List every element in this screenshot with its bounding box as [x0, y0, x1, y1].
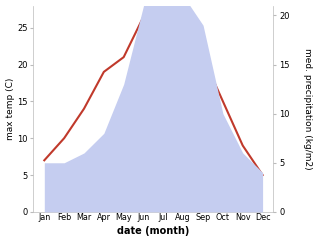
- X-axis label: date (month): date (month): [117, 227, 190, 236]
- Y-axis label: max temp (C): max temp (C): [5, 77, 15, 140]
- Y-axis label: med. precipitation (kg/m2): med. precipitation (kg/m2): [303, 48, 313, 170]
